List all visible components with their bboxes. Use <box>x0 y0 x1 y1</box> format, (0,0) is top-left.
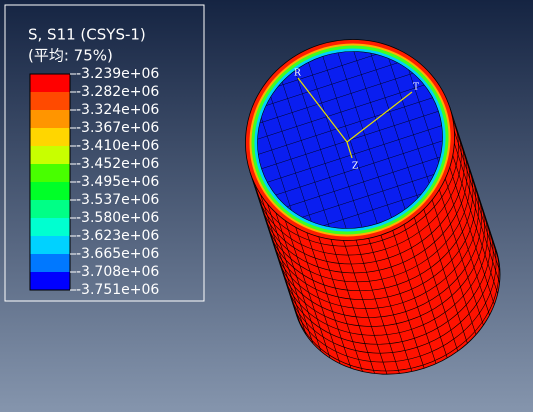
legend-swatch <box>30 74 70 92</box>
legend-swatch <box>30 218 70 236</box>
legend-label: -3.324e+06 <box>76 102 159 118</box>
legend-title: S, S11 (CSYS-1) <box>28 26 146 44</box>
axis-label: Z <box>352 162 358 172</box>
mesh-line <box>295 246 500 372</box>
legend-label: -3.495e+06 <box>76 174 159 190</box>
mesh-line <box>337 52 392 218</box>
legend-label: -3.708e+06 <box>76 264 159 280</box>
mesh-line <box>292 237 497 363</box>
legend-swatch <box>30 182 70 200</box>
legend-label: -3.580e+06 <box>76 210 159 226</box>
mesh-line <box>286 156 441 207</box>
mesh-line <box>323 193 422 226</box>
mesh-line <box>266 157 471 283</box>
mesh-line <box>283 211 488 336</box>
legend-label: -3.410e+06 <box>76 138 159 154</box>
mesh-line <box>289 229 494 354</box>
mesh-line <box>446 108 501 272</box>
mesh-line <box>353 51 406 210</box>
mesh-line <box>257 130 462 256</box>
mesh-line <box>260 139 465 265</box>
legend-label: -3.282e+06 <box>76 84 159 100</box>
legend-swatch <box>30 164 70 182</box>
mesh-line <box>252 171 307 335</box>
mesh-line <box>280 202 485 327</box>
mesh-line <box>267 125 442 183</box>
mesh-line <box>370 53 418 199</box>
legend-swatch <box>30 200 70 218</box>
legend-swatch <box>30 128 70 146</box>
legend-swatch <box>30 146 70 164</box>
legend-label: -3.239e+06 <box>76 66 159 82</box>
legend-label: -3.751e+06 <box>76 282 159 298</box>
mesh-line <box>408 69 439 163</box>
legend-label: -3.452e+06 <box>76 156 159 172</box>
legend: -3.239e+06 -3.282e+06 -3.324e+06 -3.367e+06… <box>29 66 159 298</box>
axis-t <box>346 91 413 143</box>
legend-swatch <box>30 92 70 110</box>
legend-swatch <box>30 272 70 290</box>
legend-swatch <box>30 236 70 254</box>
legend-label: -3.665e+06 <box>76 246 159 262</box>
mesh-line <box>286 220 491 345</box>
legend-label: -3.367e+06 <box>76 120 159 136</box>
mesh-line <box>274 184 479 309</box>
mesh-line <box>263 148 468 274</box>
legend-label: -3.537e+06 <box>76 192 159 208</box>
mesh-line <box>275 140 443 196</box>
mesh-line <box>269 166 474 292</box>
mesh-line <box>277 193 482 318</box>
mesh-line <box>302 174 435 218</box>
mesh-line <box>271 175 477 300</box>
mesh-line <box>388 58 430 184</box>
csys-triad <box>297 77 413 159</box>
legend-label: -3.623e+06 <box>76 228 159 244</box>
legend-box <box>4 4 205 302</box>
axis-z <box>346 141 353 159</box>
legend-swatch <box>30 110 70 128</box>
axis-r <box>297 77 348 143</box>
axis-label: T <box>413 83 419 93</box>
legend-subtitle: (平均: 75%) <box>28 47 113 65</box>
legend-swatch <box>30 254 70 272</box>
mesh-line <box>254 122 459 247</box>
axis-label: R <box>294 69 301 79</box>
